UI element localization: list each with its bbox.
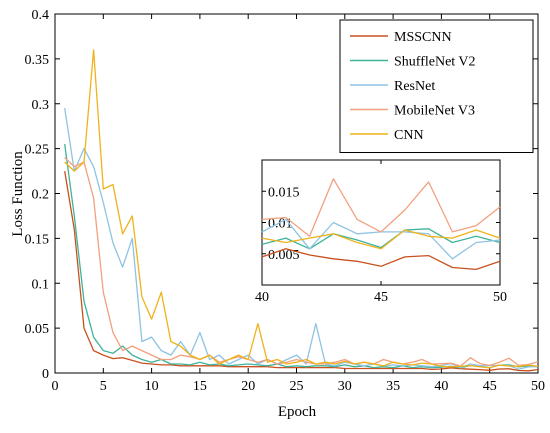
x-tick-label: 30: [338, 379, 352, 394]
y-tick-label: 0.35: [25, 53, 50, 68]
x-tick-label: 0: [52, 379, 59, 394]
series-line-cnn: [64, 49, 539, 369]
inset-axes-box: [261, 159, 501, 286]
series-line-resnet: [64, 108, 539, 370]
legend-label-resnet: ResNet: [394, 79, 435, 94]
y-tick-label: 0.1: [32, 277, 50, 292]
inset-series-line-msscnn: [261, 248, 501, 271]
legend-label-shufflenet-v2: ShuffleNet V2: [394, 55, 476, 70]
inset-series-line-cnn: [261, 229, 501, 250]
main-series-group: [64, 49, 539, 372]
legend: MSSCNN ShuffleNet V2 ResNet MobileNet V3 CNN: [339, 19, 534, 153]
legend-box: [339, 19, 534, 153]
x-tick-label: 45: [483, 379, 497, 394]
x-tick-label: 15: [193, 379, 207, 394]
series-line-msscnn: [64, 170, 539, 372]
legend-label-mobilenet-v3: MobileNet V3: [394, 104, 475, 119]
y-tick-label: 0.05: [25, 322, 50, 337]
y-tick-label: 0.3: [32, 98, 50, 113]
x-tick-label: 5: [100, 379, 107, 394]
x-axis-title: Epoch: [278, 404, 317, 420]
x-tick-label: 20: [241, 379, 255, 394]
x-tick-label: 50: [531, 379, 545, 394]
y-tick-label: 0: [42, 367, 49, 382]
inset-series-line-mobilenet-v3: [261, 178, 501, 237]
main-axis-ticks: 0 5 10 15 20 25 30 35 40 45 50 0 0.05 0.1 0.15 0.2 0.25 0…: [25, 8, 546, 394]
y-tick-label: 0.25: [25, 143, 50, 158]
y-tick-label: 0.15: [25, 232, 50, 247]
inset-y-tick-label: 0.015: [268, 185, 300, 200]
y-tick-label: 0.2: [32, 188, 50, 203]
inset-x-tick-label: 40: [255, 290, 269, 305]
inset-x-tick-label: 50: [493, 290, 507, 305]
x-tick-label: 40: [434, 379, 448, 394]
x-tick-label: 25: [290, 379, 304, 394]
x-tick-label: 10: [145, 379, 159, 394]
x-tick-label: 35: [386, 379, 400, 394]
y-axis-title: Loss Function: [10, 151, 26, 237]
legend-label-cnn: CNN: [394, 128, 424, 143]
inset-x-tick-label: 45: [374, 290, 388, 305]
inset-series-line-shufflenet-v2: [261, 228, 501, 250]
y-tick-label: 0.4: [32, 8, 50, 23]
legend-label-msscnn: MSSCNN: [394, 30, 452, 45]
